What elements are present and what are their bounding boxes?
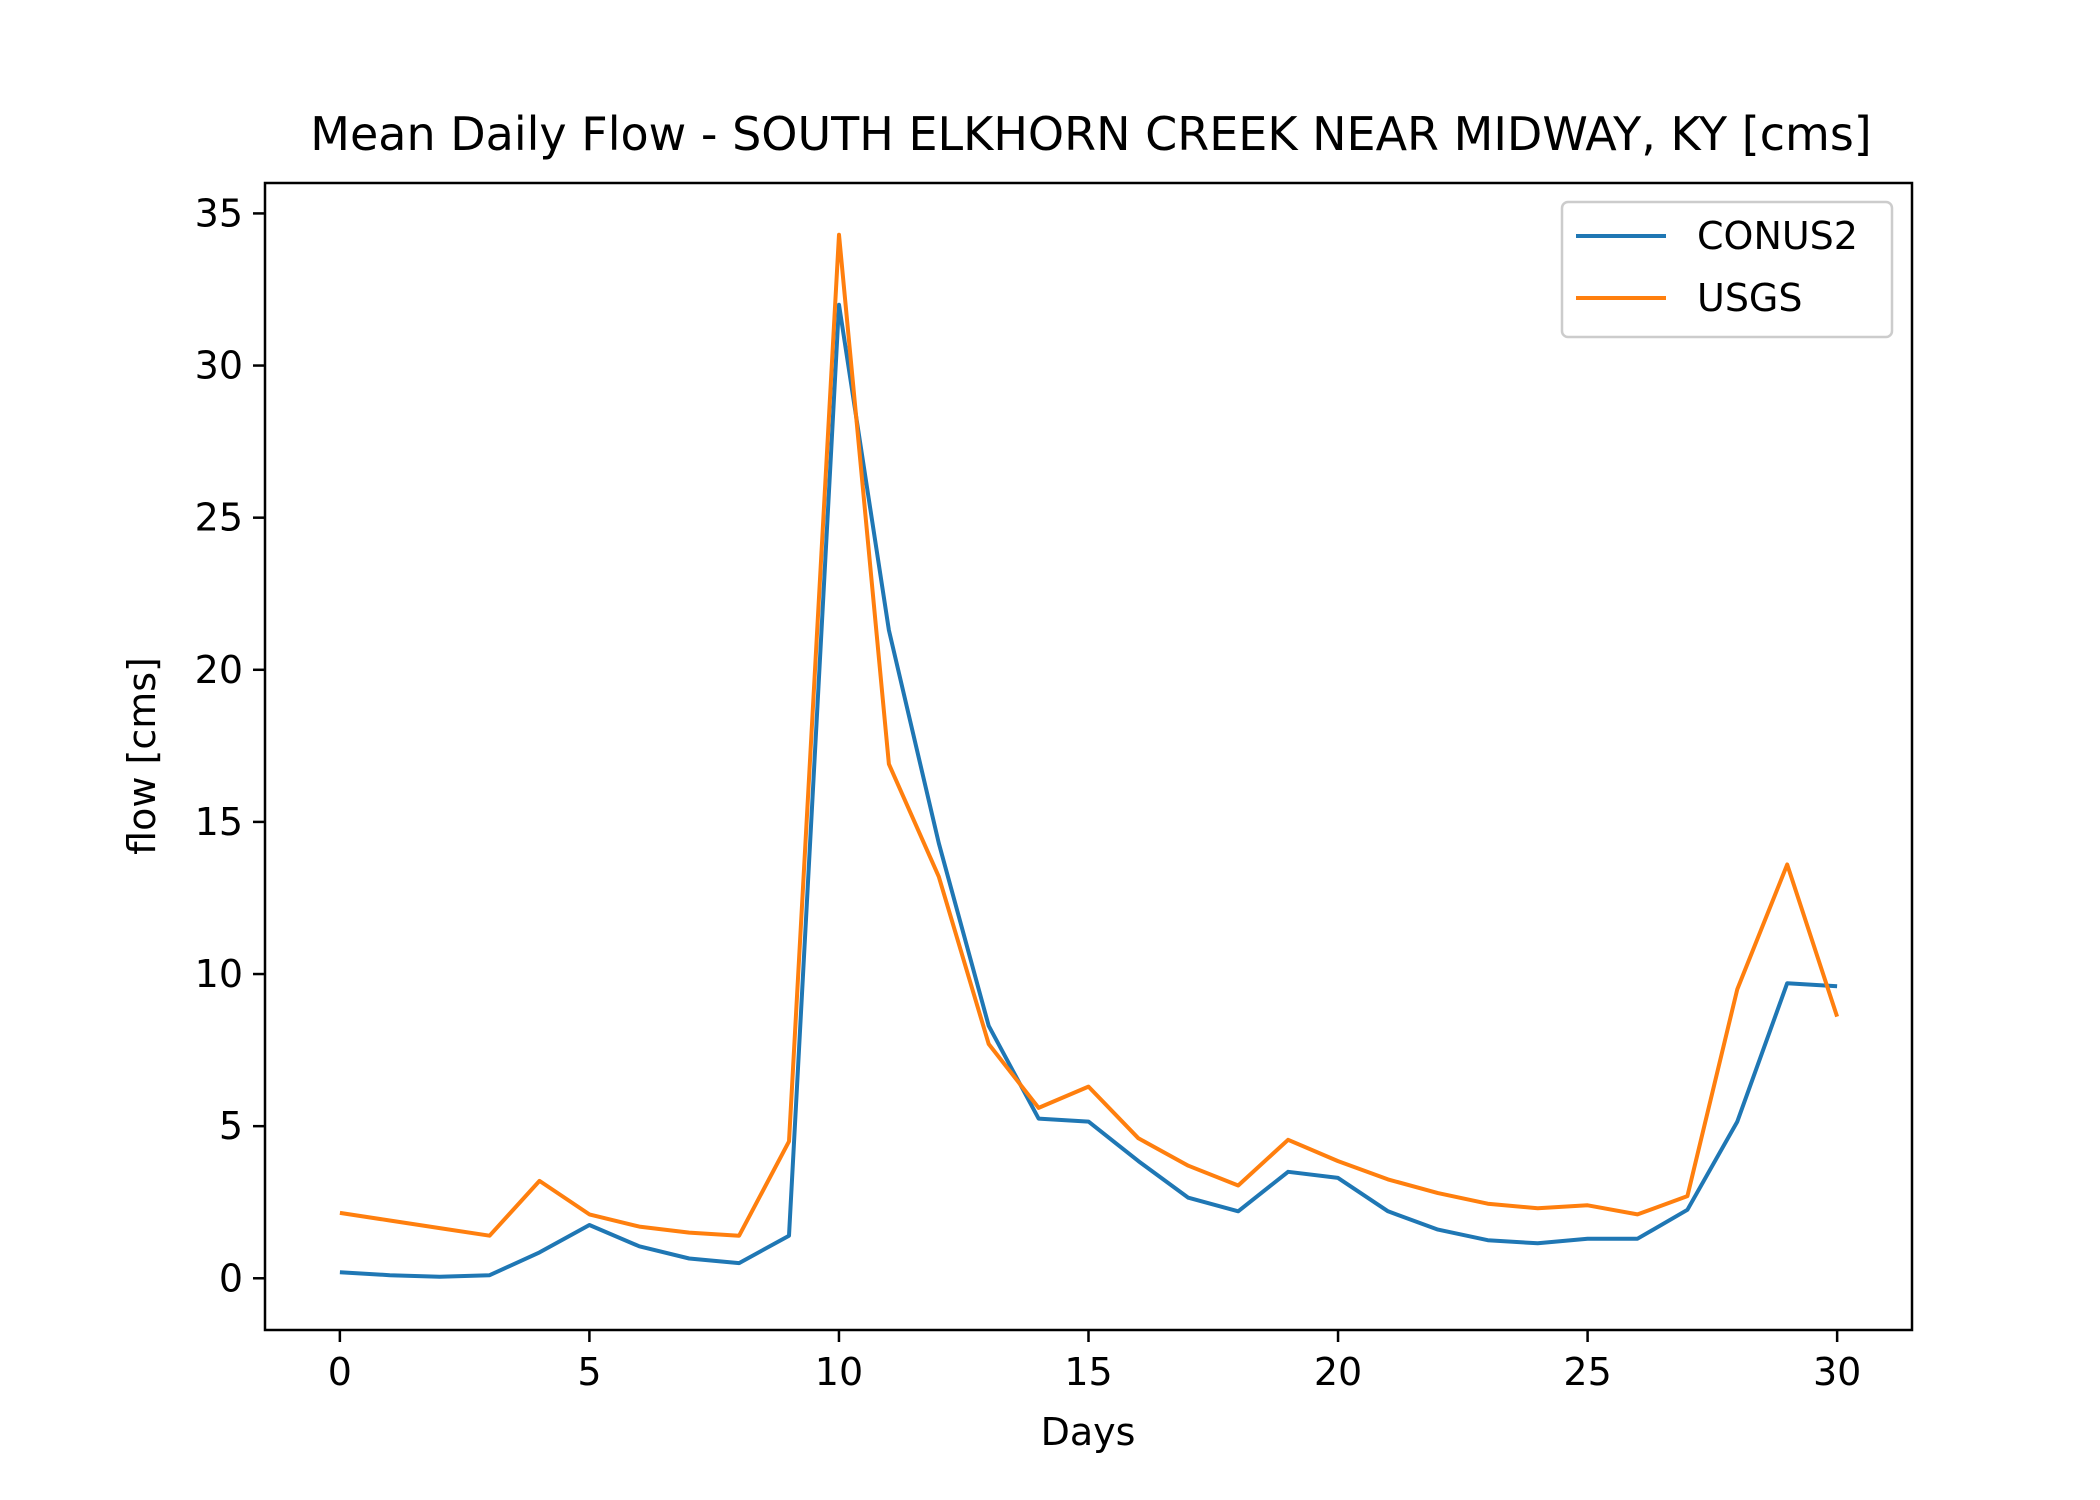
x-tick-label: 20 <box>1314 1350 1362 1394</box>
y-tick-label: 25 <box>195 496 243 540</box>
legend-label-conus2: CONUS2 <box>1697 214 1858 258</box>
y-tick-label: 0 <box>219 1256 243 1300</box>
x-tick-label: 0 <box>328 1350 352 1394</box>
x-tick-label: 15 <box>1064 1350 1112 1394</box>
x-axis-label: Days <box>1041 1410 1136 1454</box>
legend: CONUS2 USGS <box>1560 200 1894 339</box>
y-tick-label: 10 <box>195 952 243 996</box>
y-tick-label: 30 <box>195 344 243 388</box>
x-tick-label: 30 <box>1813 1350 1861 1394</box>
x-tick-label: 10 <box>815 1350 863 1394</box>
y-tick-label: 35 <box>195 191 243 235</box>
series-line-conus2 <box>339 302 1838 1279</box>
series-layer <box>339 232 1840 1279</box>
x-axis: 0 5 10 15 20 25 30 <box>328 1330 1861 1394</box>
x-tick-label: 25 <box>1563 1350 1611 1394</box>
y-axis-label: flow [cms] <box>120 657 164 855</box>
y-axis: 0 5 10 15 20 25 30 35 <box>195 191 265 1300</box>
y-tick-label: 20 <box>195 648 243 692</box>
legend-label-usgs: USGS <box>1697 276 1803 320</box>
y-tick-label: 5 <box>219 1104 243 1148</box>
x-tick-label: 5 <box>577 1350 601 1394</box>
y-tick-label: 15 <box>195 800 243 844</box>
series-line-usgs <box>339 232 1840 1238</box>
chart-title: Mean Daily Flow - SOUTH ELKHORN CREEK NE… <box>310 107 1871 161</box>
plot-frame <box>263 181 1914 1332</box>
